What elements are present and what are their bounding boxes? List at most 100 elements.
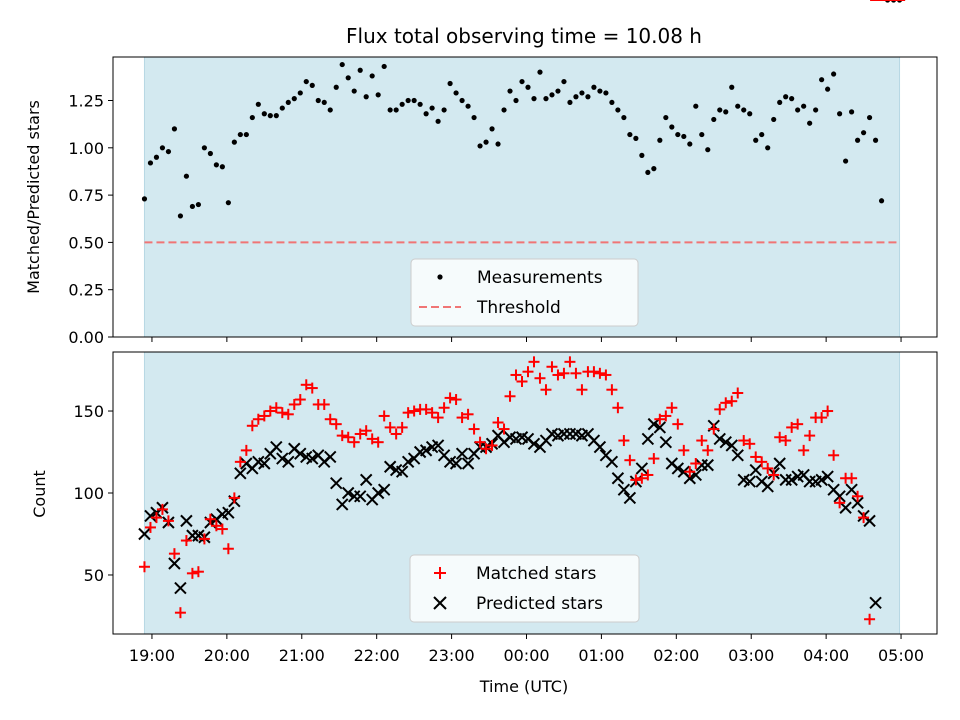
legend-measurements-label: Measurements xyxy=(477,268,603,288)
matched-point xyxy=(402,407,414,419)
measurement-point xyxy=(225,200,231,206)
predicted-point xyxy=(785,473,798,487)
matched-point xyxy=(846,472,858,484)
measurement-point xyxy=(171,126,178,132)
matched-point xyxy=(600,369,612,381)
matched-point xyxy=(426,407,438,419)
predicted-point xyxy=(749,463,762,477)
measurement-point xyxy=(483,139,489,145)
measurement-point xyxy=(357,67,363,73)
predicted-point xyxy=(683,472,697,485)
predicted-point xyxy=(773,457,786,470)
predicted-point xyxy=(455,447,469,460)
x-tick-label: 20:00 xyxy=(204,646,250,665)
measurement-point xyxy=(441,107,447,113)
measurement-point xyxy=(501,107,507,113)
measurement-point xyxy=(297,90,303,96)
ratio-legend-box xyxy=(410,258,639,327)
measurement-point xyxy=(723,109,729,115)
predicted-point xyxy=(419,444,433,457)
matched-point xyxy=(588,366,600,378)
measurement-point xyxy=(489,126,495,132)
matched-point xyxy=(516,376,528,388)
measurement-point xyxy=(249,114,255,121)
matched-point xyxy=(378,410,390,422)
matched-point xyxy=(366,433,378,445)
predicted-point xyxy=(222,506,235,519)
y-tick-label: 0.00 xyxy=(68,328,104,347)
predicted-point xyxy=(605,455,619,469)
matched-point xyxy=(480,443,492,455)
measurement-point xyxy=(567,99,573,106)
measurement-point xyxy=(423,111,429,117)
measurement-point xyxy=(555,88,561,94)
x-tick-label: 19:00 xyxy=(129,646,175,665)
matched-point xyxy=(852,490,864,502)
measurement-point xyxy=(807,120,813,126)
matched-point xyxy=(744,438,756,450)
measurement-point xyxy=(147,160,154,166)
matched-point xyxy=(834,497,846,509)
measurement-point xyxy=(345,75,351,81)
predicted-point xyxy=(342,486,355,500)
measurement-point xyxy=(843,158,849,164)
matched-point xyxy=(864,613,876,625)
measurement-point xyxy=(273,113,279,119)
measurement-point xyxy=(825,86,831,92)
measurement-point xyxy=(549,92,555,98)
matched-point xyxy=(612,402,624,414)
matched-point xyxy=(672,418,684,430)
x-tick-label: 02:00 xyxy=(653,646,699,665)
matched-point xyxy=(324,413,336,425)
matched-point xyxy=(450,394,462,406)
measurement-point xyxy=(753,137,759,143)
measurement-point xyxy=(207,150,213,157)
matched-point xyxy=(240,444,252,456)
ratio-y-axis-label: Matched/Predicted stars xyxy=(24,100,43,294)
matched-point xyxy=(210,520,222,532)
measurement-point xyxy=(621,114,627,121)
predicted-point xyxy=(611,472,625,485)
measurement-point xyxy=(645,169,651,176)
matched-point xyxy=(510,369,522,381)
predicted-point xyxy=(845,483,858,496)
matched-point xyxy=(702,444,714,456)
matched-point xyxy=(708,423,720,435)
measurement-point xyxy=(363,94,369,100)
measurement-point xyxy=(303,78,309,85)
matched-point xyxy=(642,469,654,481)
matched-point xyxy=(144,521,156,533)
matched-point xyxy=(258,410,270,422)
matched-point xyxy=(294,394,306,406)
measurement-point xyxy=(267,113,273,119)
matched-point xyxy=(342,431,354,443)
matched-point xyxy=(804,430,816,442)
predicted-point xyxy=(336,498,349,511)
measurement-point xyxy=(381,63,387,70)
measurement-point xyxy=(759,131,765,138)
measurement-point xyxy=(183,173,190,179)
predicted-point xyxy=(647,417,661,431)
matched-point xyxy=(534,372,546,384)
measurement-point xyxy=(417,101,423,107)
measurement-point xyxy=(579,90,585,96)
y-tick-label: 1.00 xyxy=(68,139,104,158)
matched-point xyxy=(138,561,150,573)
y-tick-label: 0.75 xyxy=(68,186,104,205)
matched-point xyxy=(192,566,204,578)
matched-point xyxy=(492,417,504,428)
measurement-point xyxy=(513,97,519,104)
measurement-point xyxy=(729,84,735,90)
matched-point xyxy=(624,454,636,466)
matched-point xyxy=(264,405,276,417)
predicted-point xyxy=(671,462,685,475)
measurement-point xyxy=(585,94,591,100)
predicted-point xyxy=(851,496,864,510)
predicted-point xyxy=(821,470,834,483)
matched-point xyxy=(564,356,576,368)
measurement-point xyxy=(771,116,777,123)
measurement-point xyxy=(573,94,579,100)
measurement-point xyxy=(735,103,741,109)
predicted-point xyxy=(617,483,631,496)
measurement-point xyxy=(219,164,225,170)
